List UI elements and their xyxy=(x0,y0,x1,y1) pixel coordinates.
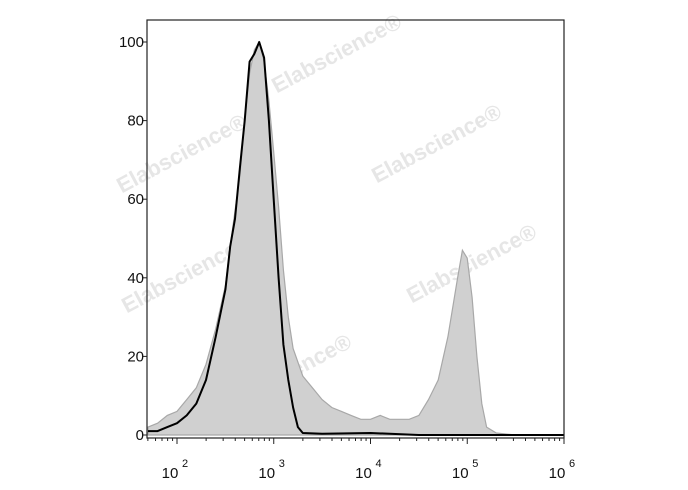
x-tick-label: 105 xyxy=(452,458,478,482)
x-tick-base: 10 xyxy=(258,465,275,482)
x-tick-label: 10 3 xyxy=(258,458,284,482)
x-tick-base: 10 xyxy=(549,465,566,482)
watermark-text: Elabscience® xyxy=(367,99,505,188)
x-tick-exponent: 4 xyxy=(375,458,381,470)
y-tick-label: 0 xyxy=(136,427,144,444)
series-line-histogram xyxy=(148,41,564,436)
y-tick-label: 60 xyxy=(127,191,144,208)
watermark-text: Elabscience® xyxy=(267,9,405,98)
x-tick-label: 102 xyxy=(162,458,188,482)
x-tick-base: 10 xyxy=(162,465,179,482)
y-tick-label: 20 xyxy=(127,348,144,365)
x-tick-exponent: 6 xyxy=(569,458,575,470)
x-tick-base: 10 xyxy=(452,465,469,482)
x-tick-base: 10 xyxy=(355,465,372,482)
series-layer xyxy=(147,40,564,436)
y-tick-label: 80 xyxy=(127,113,144,130)
y-tick-label: 40 xyxy=(127,270,144,287)
y-tick-label: 100 xyxy=(119,34,144,51)
x-tick-label: 106 xyxy=(549,458,575,482)
x-tick-exponent: 5 xyxy=(472,458,478,470)
x-tick-exponent: 3 xyxy=(279,458,285,470)
x-tick-exponent: 2 xyxy=(182,458,188,470)
x-tick-label: 104 xyxy=(355,458,381,482)
y-axis: 0 20 40 60 80 100 xyxy=(119,34,147,444)
